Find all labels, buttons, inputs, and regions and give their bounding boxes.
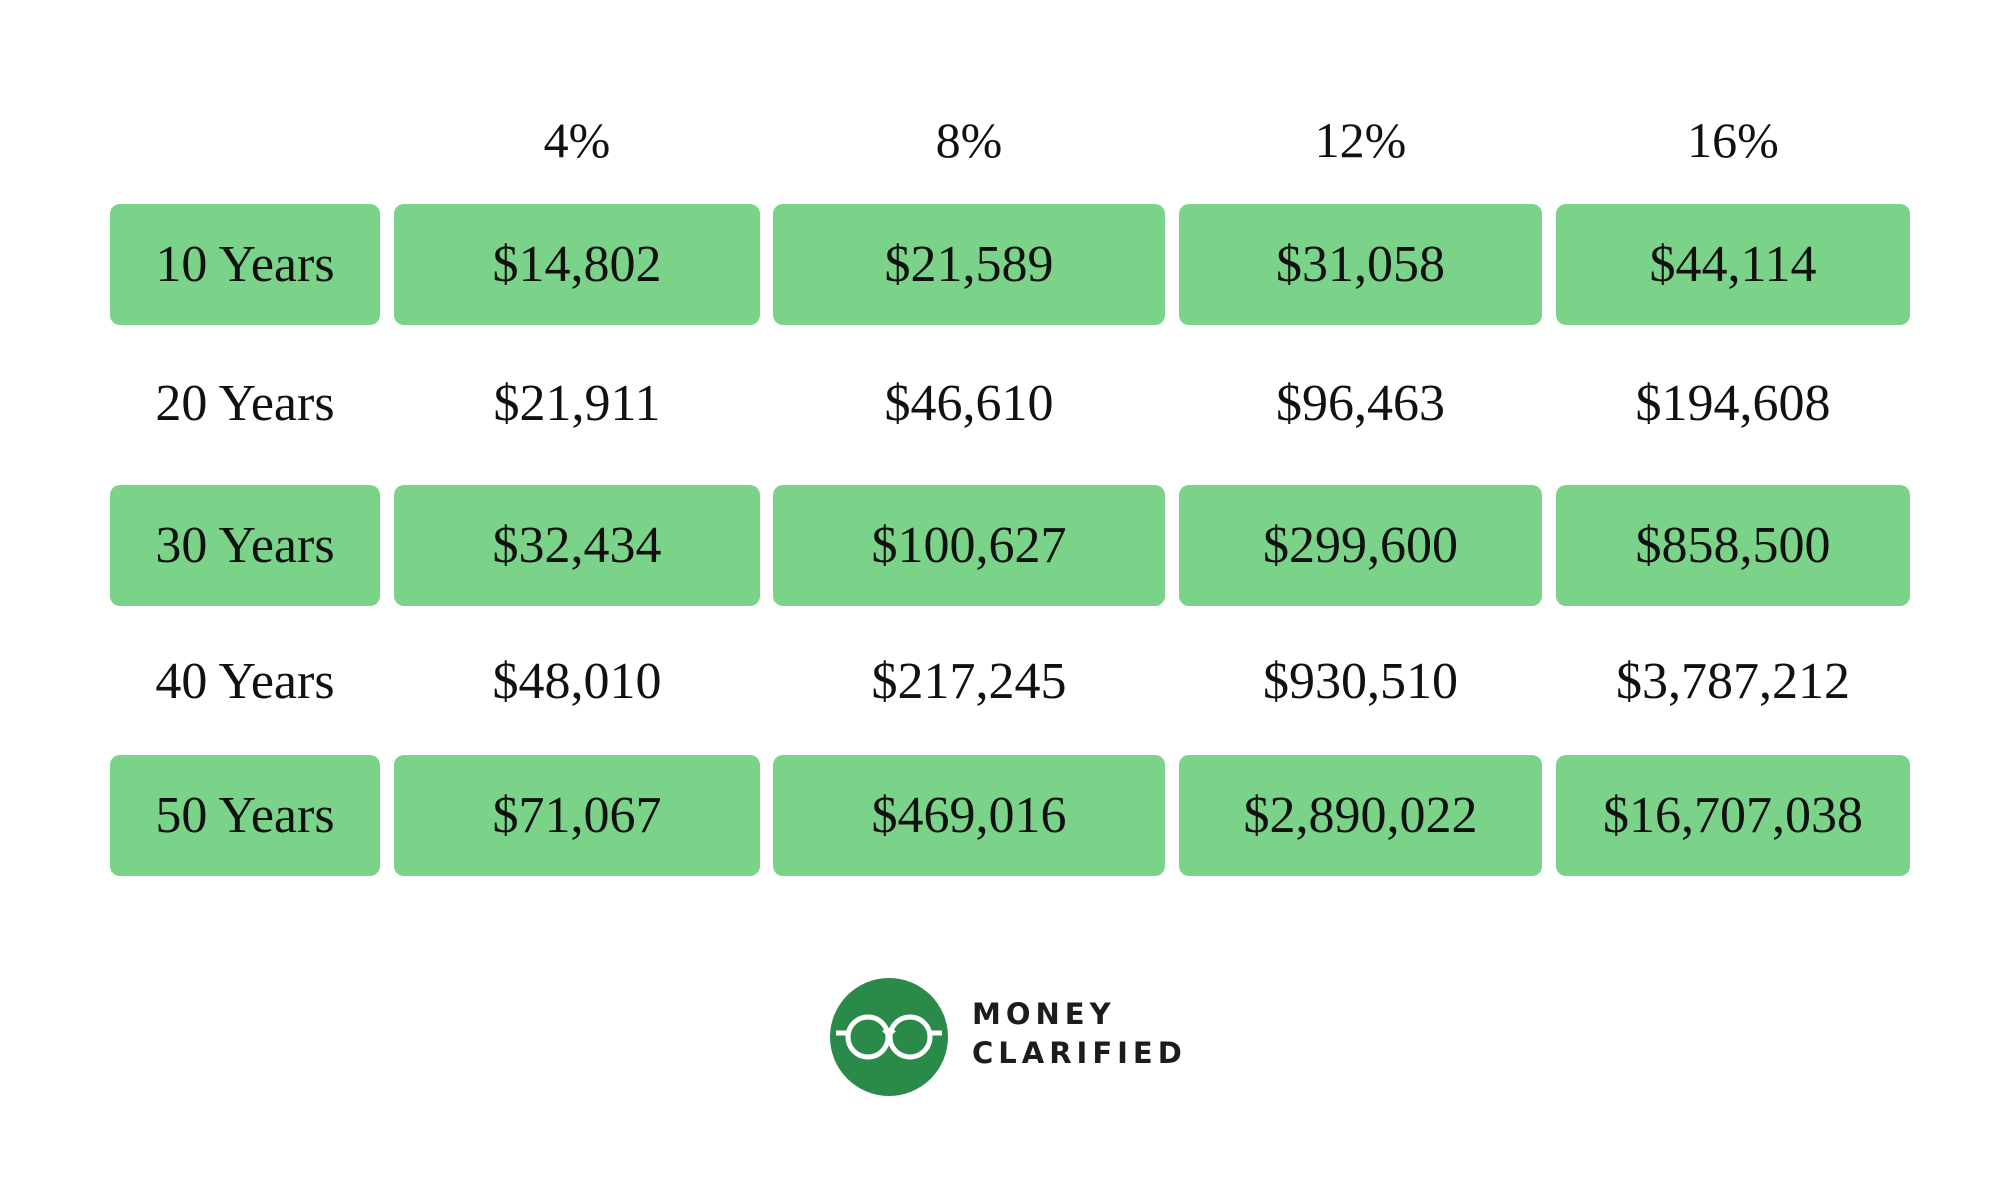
logo-icon xyxy=(830,978,948,1096)
value-cell: $71,067 xyxy=(394,755,760,876)
value-cell: $48,010 xyxy=(492,652,662,710)
value-cell: $217,245 xyxy=(871,652,1067,710)
value-cell: $31,058 xyxy=(1179,204,1542,325)
value-cell: $14,802 xyxy=(394,204,760,325)
value-cell: $32,434 xyxy=(394,485,760,606)
value-cell: $858,500 xyxy=(1556,485,1910,606)
row-label: 50 Years xyxy=(110,755,380,876)
value-cell: $46,610 xyxy=(884,374,1054,432)
row-label: 40 Years xyxy=(155,652,335,710)
logo-text: CLARIFIED xyxy=(972,1036,1187,1070)
value-cell: $930,510 xyxy=(1263,652,1458,710)
value-cell: $299,600 xyxy=(1179,485,1542,606)
column-header: 4% xyxy=(543,112,611,168)
value-cell: $44,114 xyxy=(1556,204,1910,325)
value-cell: $194,608 xyxy=(1635,374,1831,432)
logo-text: MONEY xyxy=(972,997,1116,1031)
value-cell: $3,787,212 xyxy=(1616,652,1850,710)
value-cell: $2,890,022 xyxy=(1179,755,1542,876)
value-cell: $21,589 xyxy=(773,204,1165,325)
value-cell: $100,627 xyxy=(773,485,1165,606)
column-header: 16% xyxy=(1687,112,1779,168)
column-header: 8% xyxy=(935,112,1003,168)
value-cell: $469,016 xyxy=(773,755,1165,876)
row-label: 10 Years xyxy=(110,204,380,325)
value-cell: $16,707,038 xyxy=(1556,755,1910,876)
value-cell: $96,463 xyxy=(1276,374,1445,432)
value-cell: $21,911 xyxy=(493,374,661,432)
column-header: 12% xyxy=(1314,112,1407,168)
row-label: 30 Years xyxy=(110,485,380,606)
row-label: 20 Years xyxy=(155,374,335,432)
